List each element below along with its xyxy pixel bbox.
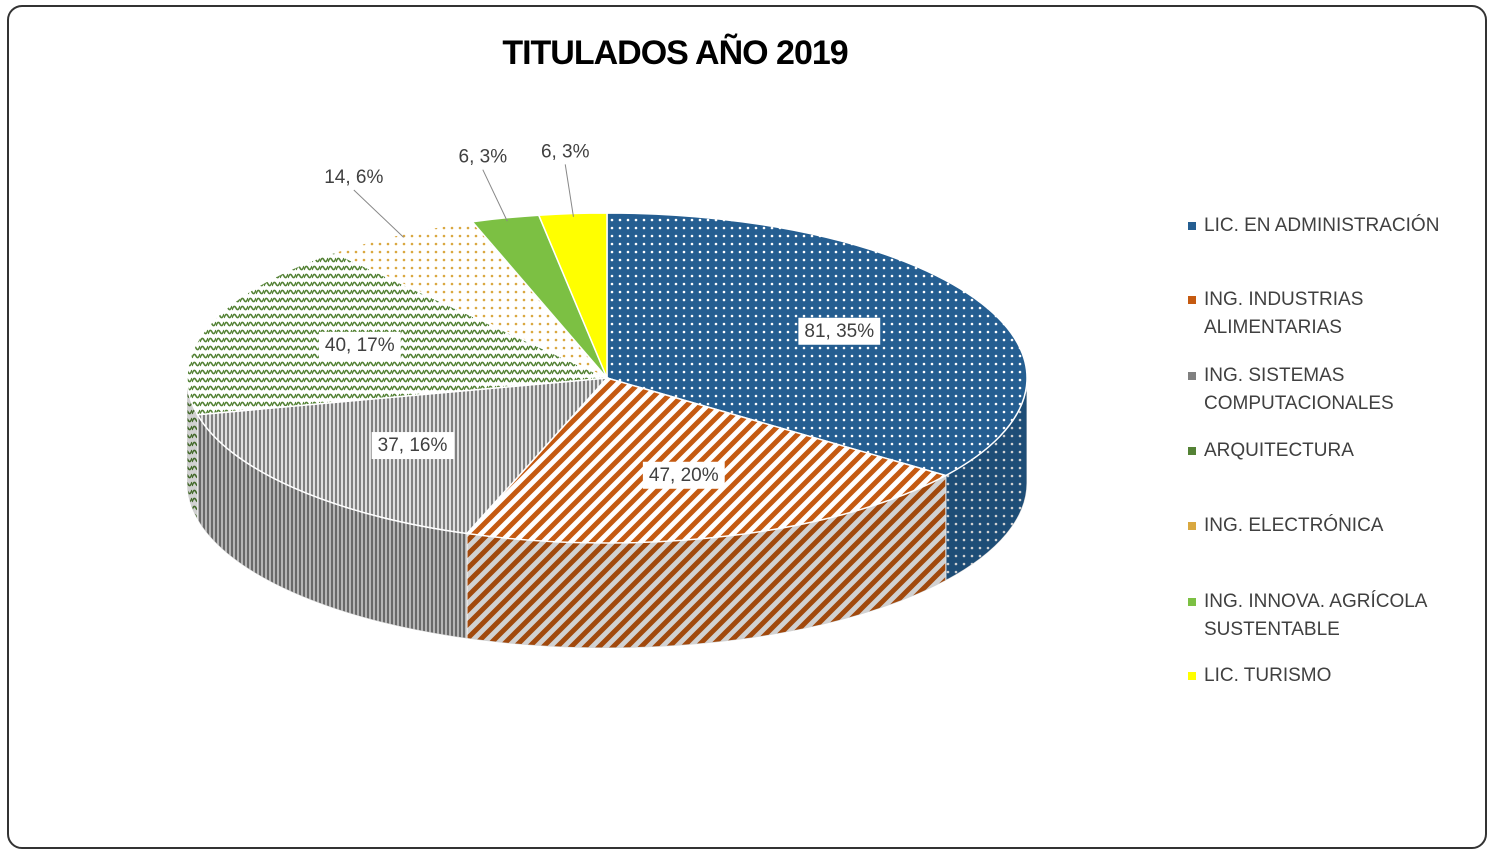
legend-swatch [1188,222,1196,230]
data-label: 40, 17% [325,335,395,356]
slice-side-shade [187,378,198,520]
legend-item: ING. ELECTRÓNICA [1188,512,1473,540]
legend-item: ING. INNOVA. AGRÍCOLA SUSTENTABLE [1188,588,1473,644]
legend-swatch [1188,672,1196,680]
data-label: 81, 35% [804,321,874,342]
legend-label: ARQUITECTURA [1204,440,1354,461]
leader-line [564,164,574,217]
legend-item: LIC. EN ADMINISTRACIÓN [1188,212,1473,240]
legend-label: LIC. TURISMO [1204,665,1332,686]
legend-label: ING. SISTEMAS COMPUTACIONALES [1204,365,1394,414]
leader-line [353,189,404,238]
legend-swatch [1188,372,1196,380]
data-label-box [642,461,725,489]
slice-side-shade [945,378,1027,581]
slice [465,377,948,544]
legend-swatch [1188,522,1196,530]
data-label: 6, 3% [459,147,508,168]
legend-swatch [1188,598,1196,606]
slice-side-shade [197,414,467,639]
legend-item: ING. INDUSTRIAS ALIMENTARIAS [1188,286,1473,342]
legend-swatch [1188,447,1196,455]
legend-item: ING. SISTEMAS COMPUTACIONALES [1188,362,1473,418]
legend-label: LIC. EN ADMINISTRACIÓN [1204,215,1440,236]
legend-swatch [1188,296,1196,304]
data-label-box [371,432,454,460]
leader-line [482,169,508,222]
slice-side-shade [466,475,946,648]
data-label-box [798,317,881,345]
legend-label: ING. INDUSTRIAS ALIMENTARIAS [1204,289,1364,338]
data-label: 6, 3% [541,141,590,162]
chart-title: TITULADOS AÑO 2019 [502,34,847,72]
legend-label: ING. INNOVA. AGRÍCOLA SUSTENTABLE [1204,591,1427,640]
data-label: 37, 16% [378,435,448,456]
legend-label: ING. ELECTRÓNICA [1204,515,1384,536]
data-label: 14, 6% [324,167,383,188]
data-label: 47, 20% [649,465,719,486]
legend-item: LIC. TURISMO [1188,662,1473,690]
slice [332,220,608,379]
legend-item: ARQUITECTURA [1188,437,1473,465]
data-label-box [318,331,401,359]
